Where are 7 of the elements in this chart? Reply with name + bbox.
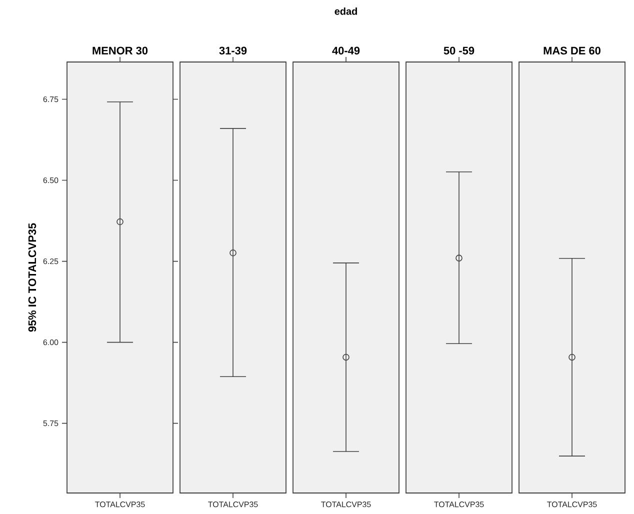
chart-title: MAS DE 60 [544, 46, 600, 54]
chart-title: 40-49 [332, 46, 360, 54]
chart-title: 50 -59 [444, 46, 474, 54]
chart-title: MENOR 30 [92, 46, 148, 54]
chart-title: 31-39 [219, 46, 247, 54]
text: edad [334, 8, 357, 15]
y-axis-title: 95% IC TOTALCVP35 [28, 223, 36, 332]
